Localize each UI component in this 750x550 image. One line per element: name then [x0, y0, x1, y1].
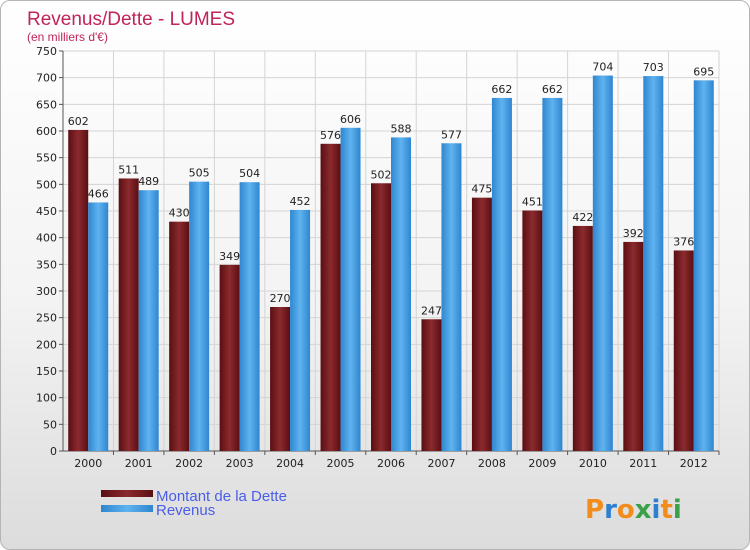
bar-debt [673, 250, 694, 451]
bar-revenus [441, 143, 462, 451]
y-tick-label: 150 [36, 365, 57, 378]
bar-revenus [542, 97, 563, 451]
value-label-revenus: 466 [88, 187, 109, 200]
x-tick-label: 2001 [125, 457, 153, 470]
bar-revenus [693, 80, 714, 451]
x-tick-label: 2009 [528, 457, 556, 470]
bar-revenus [290, 209, 311, 451]
x-tick-label: 2004 [276, 457, 304, 470]
x-tick-label: 2006 [377, 457, 405, 470]
bar-debt [320, 143, 341, 452]
x-tick-label: 2005 [327, 457, 355, 470]
y-tick-label: 0 [50, 445, 57, 458]
bar-revenus [592, 75, 613, 452]
bar-revenus [340, 127, 361, 452]
bar-revenus [189, 181, 210, 451]
value-label-debt: 422 [572, 211, 593, 224]
bar-debt [68, 129, 89, 451]
proxiti-logo: Proxiti [585, 495, 682, 525]
value-label-revenus: 662 [542, 83, 563, 96]
value-label-revenus: 695 [693, 65, 714, 78]
value-label-debt: 247 [421, 304, 442, 317]
value-label-revenus: 505 [189, 167, 210, 180]
bars [68, 75, 714, 452]
bar-debt [522, 210, 543, 451]
chart-subtitle: (en milliers d'€) [27, 30, 108, 44]
value-label-debt: 349 [219, 250, 240, 263]
bar-revenus [643, 76, 664, 452]
bar-revenus [88, 202, 109, 451]
chart-title: Revenus/Dette - LUMES [27, 9, 235, 30]
y-tick-label: 450 [36, 205, 57, 218]
bar-revenus [239, 182, 260, 451]
value-label-revenus: 606 [340, 113, 361, 126]
bar-debt [219, 264, 240, 451]
legend-label-revenus: Revenus [156, 502, 215, 519]
value-label-revenus: 489 [138, 175, 159, 188]
y-tick-label: 700 [36, 72, 57, 85]
brand-text: Proxiti [585, 495, 682, 525]
value-label-debt: 451 [522, 195, 543, 208]
value-label-debt: 502 [371, 168, 392, 181]
value-label-revenus: 703 [643, 61, 664, 74]
x-tick-label: 2008 [478, 457, 506, 470]
value-label-revenus: 504 [239, 167, 260, 180]
bar-debt [270, 307, 291, 451]
x-tick-label: 2012 [680, 457, 708, 470]
value-label-debt: 270 [270, 292, 291, 305]
bar-revenus [391, 137, 411, 451]
bar-debt [623, 241, 644, 451]
value-label-debt: 392 [623, 227, 644, 240]
y-tick-label: 750 [36, 45, 57, 58]
bar-revenus [491, 97, 512, 451]
y-tick-label: 100 [36, 392, 57, 405]
y-tick-label: 350 [36, 258, 57, 271]
bar-debt [572, 225, 593, 451]
x-tick-label: 2010 [579, 457, 607, 470]
value-label-revenus: 662 [491, 83, 512, 96]
value-label-revenus: 577 [441, 128, 462, 141]
value-label-debt: 475 [471, 183, 492, 196]
x-tick-label: 2003 [226, 457, 254, 470]
value-label-debt: 430 [169, 207, 190, 220]
bar-debt [371, 183, 391, 451]
bar-debt [471, 197, 492, 451]
y-tick-label: 400 [36, 232, 57, 245]
bar-revenus [138, 190, 159, 451]
y-tick-label: 650 [36, 98, 57, 111]
value-label-debt: 376 [673, 235, 694, 248]
y-tick-label: 550 [36, 152, 57, 165]
value-label-debt: 576 [320, 129, 341, 142]
legend: Montant de la Dette Revenus [101, 488, 287, 519]
x-tick-label: 2011 [629, 457, 657, 470]
y-tick-label: 300 [36, 285, 57, 298]
value-label-revenus: 704 [592, 61, 613, 74]
y-tick-label: 250 [36, 312, 57, 325]
bar-debt [169, 221, 190, 451]
value-label-revenus: 452 [290, 195, 311, 208]
legend-swatch-revenus [101, 505, 153, 512]
x-tick-label: 2000 [74, 457, 102, 470]
y-tick-label: 500 [36, 178, 57, 191]
bar-debt [421, 319, 442, 451]
legend-swatch-debt [101, 490, 153, 497]
value-label-revenus: 588 [391, 122, 412, 135]
tick-labels: 0 50 100 150 200 250 300 350 400 450 500 550 600 650 7… [36, 45, 708, 470]
x-tick-label: 2002 [175, 457, 203, 470]
y-tick-label: 50 [43, 418, 57, 431]
value-label-debt: 602 [68, 115, 89, 128]
y-tick-label: 600 [36, 125, 57, 138]
legend-label-debt: Montant de la Dette [156, 488, 287, 505]
y-tick-label: 200 [36, 338, 57, 351]
x-tick-label: 2007 [427, 457, 455, 470]
bar-debt [118, 178, 139, 451]
value-label-debt: 511 [118, 163, 139, 176]
